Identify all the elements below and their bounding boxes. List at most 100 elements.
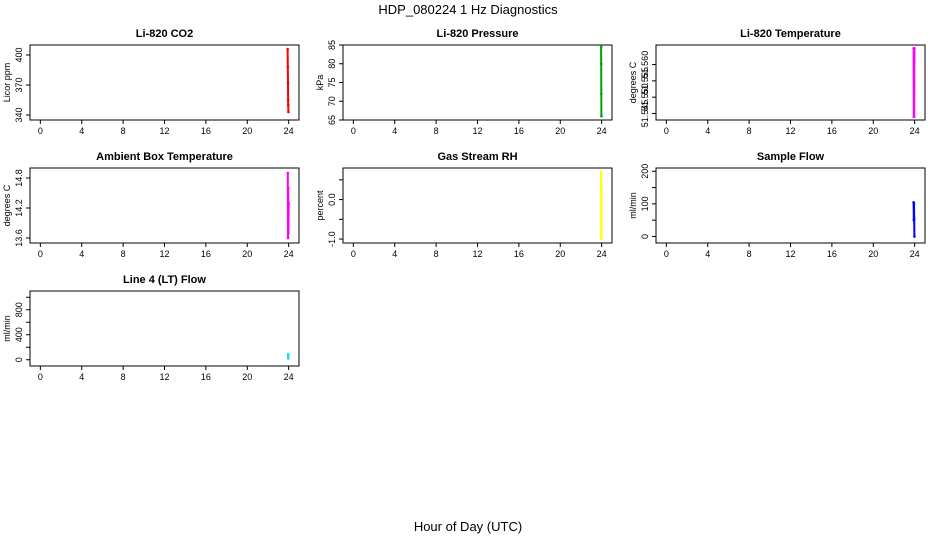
plot-frame xyxy=(655,167,926,244)
data-point xyxy=(286,352,290,356)
x-tick-label: 16 xyxy=(827,126,837,136)
x-tick-label: 8 xyxy=(434,249,439,259)
x-tick-label: 12 xyxy=(472,126,482,136)
data-point xyxy=(286,103,290,107)
x-tick-label: 20 xyxy=(242,372,252,382)
y-tick-label: 14.8 xyxy=(14,169,24,187)
data-point xyxy=(599,62,603,66)
series-line xyxy=(600,171,603,240)
x-tick-label: 4 xyxy=(79,372,84,382)
data-point xyxy=(286,171,290,175)
x-tick-label: 12 xyxy=(159,126,169,136)
y-tick-label: 51.560 xyxy=(640,51,650,79)
data-point xyxy=(912,202,916,206)
x-tick-label: 4 xyxy=(79,249,84,259)
y-tick-label: 85 xyxy=(327,40,337,50)
x-tick-label: 20 xyxy=(555,249,565,259)
data-point xyxy=(912,115,916,119)
data-point xyxy=(286,357,290,360)
plot-frame xyxy=(342,167,613,244)
y-tick-label: 0 xyxy=(640,234,650,239)
data-point xyxy=(286,186,290,190)
data-point xyxy=(913,235,916,238)
data-point xyxy=(600,92,603,96)
series-line xyxy=(912,48,916,117)
x-tick-label: 20 xyxy=(242,126,252,136)
x-tick-label: 16 xyxy=(514,126,524,136)
x-tick-label: 12 xyxy=(785,249,795,259)
data-point xyxy=(599,170,603,174)
plot-frame xyxy=(29,290,300,367)
y-axis-label: kPa xyxy=(315,75,325,91)
y-tick-label: 400 xyxy=(14,327,24,342)
series-line xyxy=(286,172,290,239)
panel-title: Line 4 (LT) Flow xyxy=(123,274,206,286)
data-point xyxy=(286,47,289,51)
y-tick-label: 0.0 xyxy=(327,193,337,206)
data-point xyxy=(287,231,290,235)
y-axis-label: Licor ppm xyxy=(2,63,12,103)
x-tick-label: 24 xyxy=(284,249,294,259)
x-tick-label: 16 xyxy=(201,126,211,136)
x-tick-label: 24 xyxy=(284,126,294,136)
plot-frame xyxy=(342,44,613,121)
chart-panel-2: Li-820 Pressure 0 4 8 12 16 20 24 65 70 75 80 85 kPa xyxy=(315,28,613,136)
data-point xyxy=(286,98,290,102)
x-tick-label: 4 xyxy=(392,126,397,136)
x-tick-label: 24 xyxy=(910,249,920,259)
y-tick-label: 340 xyxy=(14,107,24,122)
plot-frame xyxy=(655,44,926,121)
y-tick-label: 370 xyxy=(14,77,24,92)
y-tick-label: -1.0 xyxy=(327,231,337,247)
panel-title: Gas Stream RH xyxy=(437,151,517,163)
x-tick-label: 8 xyxy=(434,126,439,136)
x-tick-label: 8 xyxy=(121,372,126,382)
x-tick-label: 8 xyxy=(747,126,752,136)
y-axis-label: percent xyxy=(315,190,325,221)
x-tick-label: 0 xyxy=(38,372,43,382)
x-tick-label: 24 xyxy=(910,126,920,136)
y-tick-label: 800 xyxy=(14,302,24,317)
panel-title: Li-820 Temperature xyxy=(740,28,841,40)
x-tick-label: 0 xyxy=(351,126,356,136)
y-tick-label: 0 xyxy=(14,357,24,362)
panel-title: Li-820 CO2 xyxy=(136,28,193,40)
x-tick-label: 8 xyxy=(121,249,126,259)
data-point xyxy=(599,45,603,49)
data-point xyxy=(287,110,290,114)
x-tick-label: 4 xyxy=(705,249,710,259)
y-tick-label: 13.6 xyxy=(14,229,24,247)
y-axis-label: degrees C xyxy=(2,184,12,226)
series-line xyxy=(286,48,290,113)
x-tick-label: 4 xyxy=(705,126,710,136)
y-tick-label: 75 xyxy=(327,77,337,87)
data-point xyxy=(286,65,290,69)
x-tick-label: 24 xyxy=(284,372,294,382)
x-tick-label: 4 xyxy=(392,249,397,259)
x-tick-label: 0 xyxy=(664,126,669,136)
data-point xyxy=(600,190,603,193)
y-axis-label: ml/min xyxy=(2,315,12,342)
x-tick-label: 16 xyxy=(201,372,211,382)
x-tick-label: 0 xyxy=(664,249,669,259)
x-tick-label: 0 xyxy=(38,249,43,259)
y-tick-label: 70 xyxy=(327,96,337,106)
x-tick-label: 20 xyxy=(555,126,565,136)
y-tick-label: 400 xyxy=(14,47,24,62)
x-tick-label: 0 xyxy=(38,126,43,136)
data-point xyxy=(600,114,603,118)
y-tick-label: 65 xyxy=(327,115,337,125)
chart-panel-6: Sample Flow 0 4 8 12 16 20 24 0 100 200 ml/min xyxy=(628,151,926,259)
x-tick-label: 20 xyxy=(868,249,878,259)
x-tick-label: 8 xyxy=(747,249,752,259)
figure-x-axis-label: Hour of Day (UTC) xyxy=(414,519,522,534)
data-point xyxy=(599,237,603,241)
data-point xyxy=(600,233,603,237)
y-tick-label: 14.2 xyxy=(14,199,24,217)
data-point xyxy=(286,236,290,240)
x-tick-label: 16 xyxy=(201,249,211,259)
x-tick-label: 12 xyxy=(159,372,169,382)
